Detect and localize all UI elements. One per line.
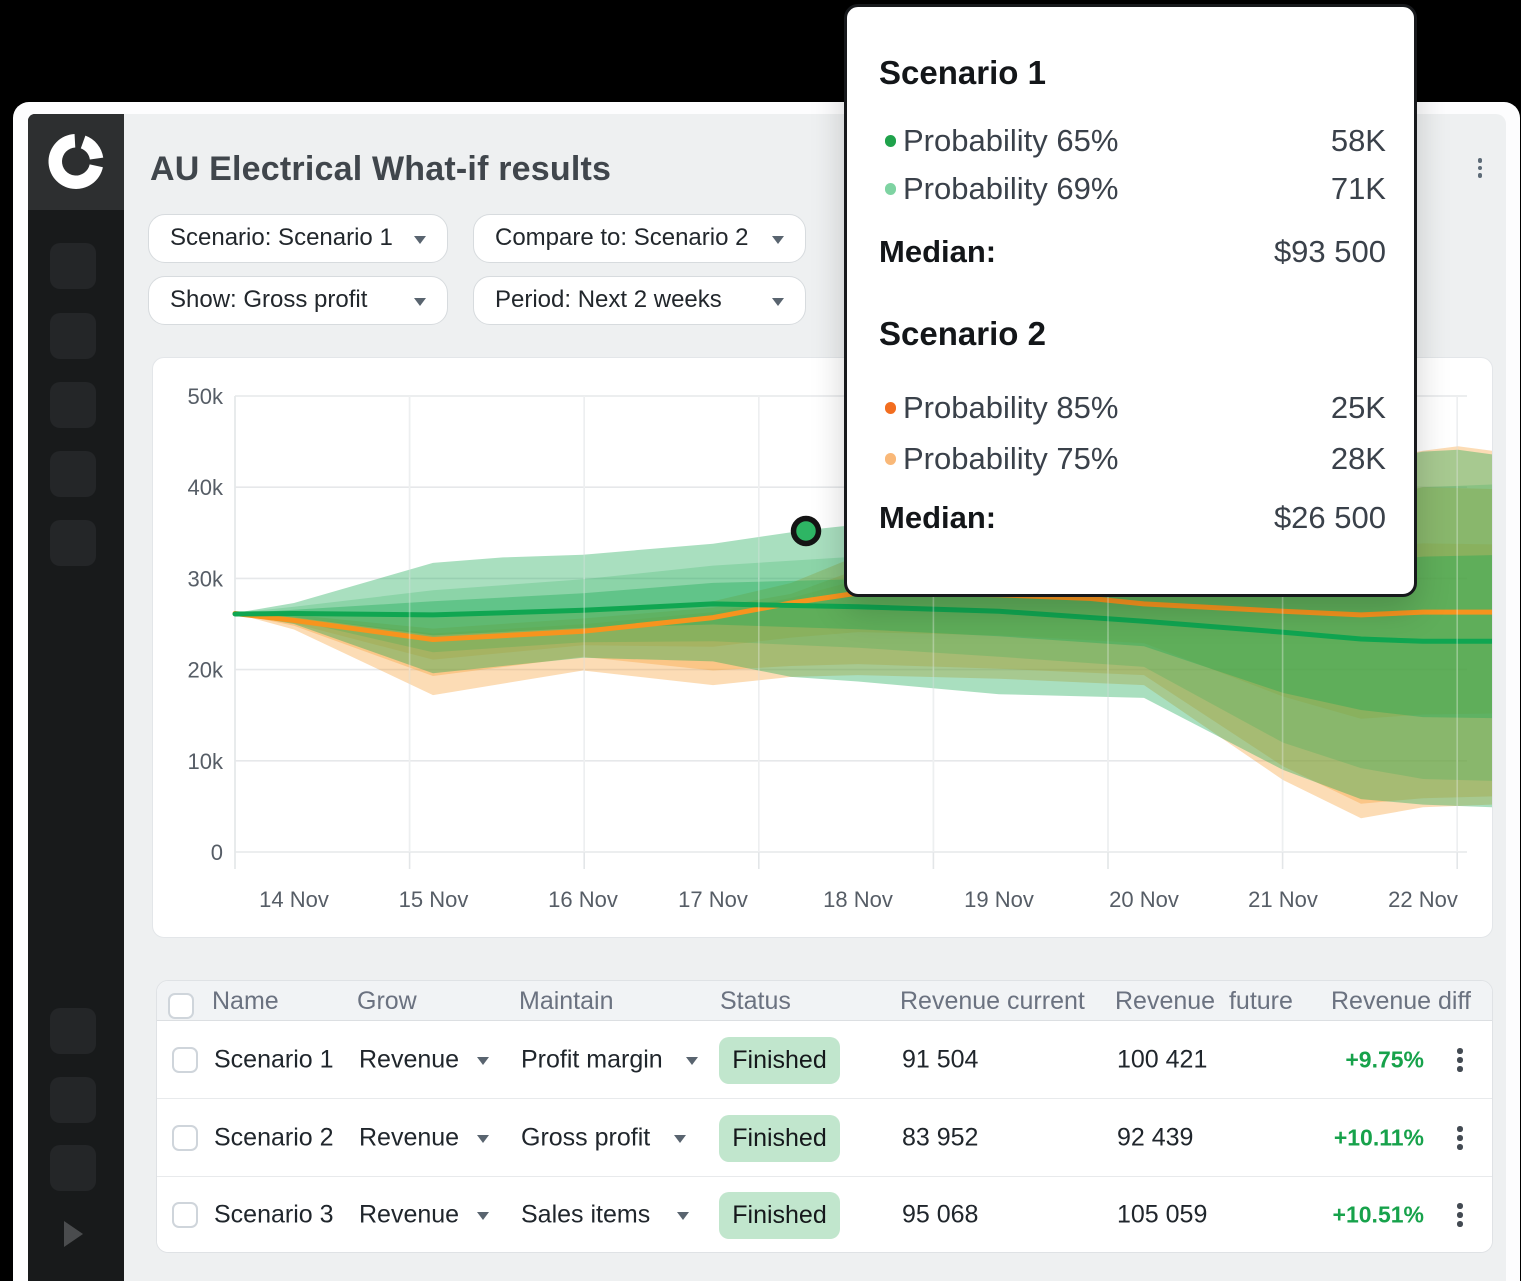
svg-text:21 Nov: 21 Nov bbox=[1248, 887, 1318, 912]
svg-text:22 Nov: 22 Nov bbox=[1388, 887, 1458, 912]
svg-text:15 Nov: 15 Nov bbox=[399, 887, 469, 912]
svg-text:50k: 50k bbox=[188, 384, 224, 409]
svg-text:17 Nov: 17 Nov bbox=[678, 887, 748, 912]
svg-text:40k: 40k bbox=[188, 475, 224, 500]
svg-text:16 Nov: 16 Nov bbox=[548, 887, 618, 912]
svg-text:0: 0 bbox=[211, 840, 223, 865]
svg-text:20k: 20k bbox=[188, 658, 224, 683]
svg-text:30k: 30k bbox=[188, 566, 224, 591]
svg-text:19 Nov: 19 Nov bbox=[964, 887, 1034, 912]
svg-text:20 Nov: 20 Nov bbox=[1109, 887, 1179, 912]
svg-text:14 Nov: 14 Nov bbox=[259, 887, 329, 912]
svg-text:10k: 10k bbox=[188, 749, 224, 774]
svg-text:18 Nov: 18 Nov bbox=[823, 887, 893, 912]
